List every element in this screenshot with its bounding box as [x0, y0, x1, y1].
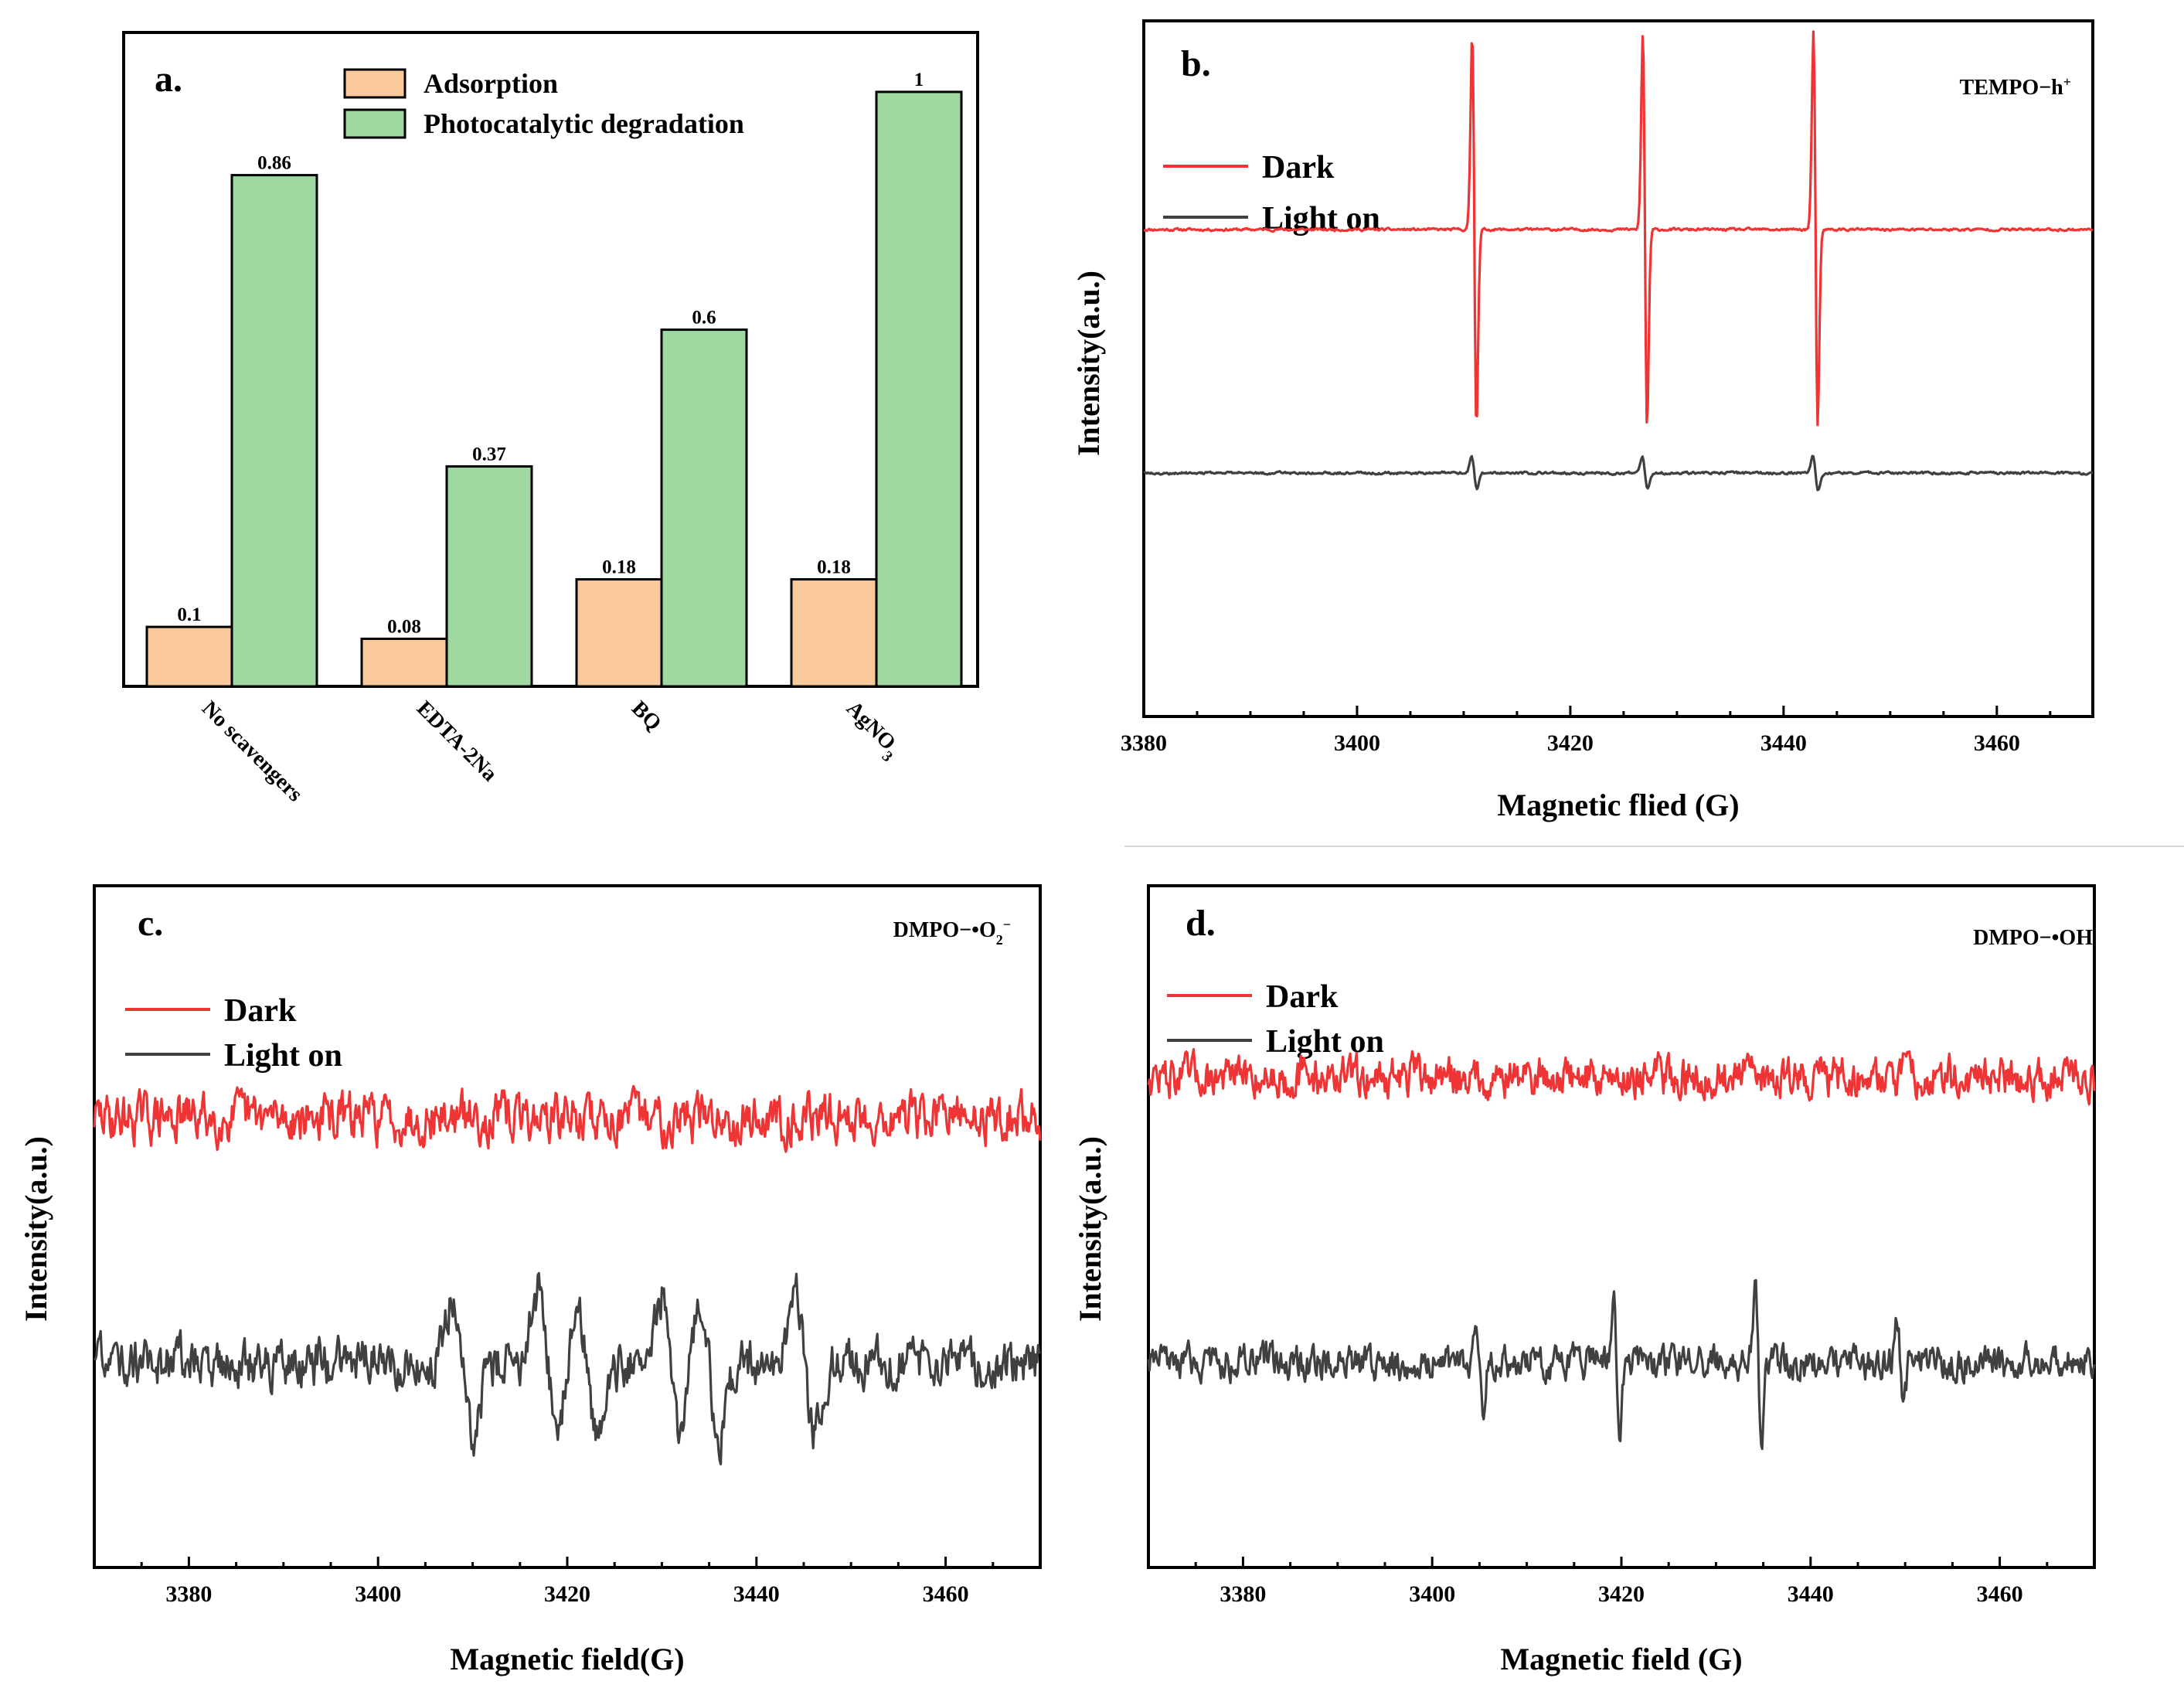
bar-photocatalytic-1: [445, 465, 533, 688]
x-tick-label: 3380: [165, 1581, 212, 1607]
bar-photocatalytic-2: [660, 328, 748, 688]
legend-swatch-0: [343, 68, 407, 99]
bar-adsorption-1: [360, 637, 448, 688]
panel-b-ylabel: Intensity(a.u.): [1071, 271, 1106, 456]
x-tick-label: 3400: [1334, 730, 1380, 756]
legend-label-0: Dark: [224, 993, 297, 1029]
legend-label-0: Adsorption: [424, 68, 558, 99]
x-tick-label: 3380: [1121, 730, 1167, 756]
x-tick-label: 3460: [1977, 1581, 2023, 1607]
x-tick-label: 3460: [923, 1581, 969, 1607]
legend-label-0: Dark: [1262, 150, 1335, 185]
panel-b-tag: TEMPO−h+: [1960, 74, 2071, 100]
panel-c-ylabel: Intensity(a.u.): [19, 1136, 53, 1322]
panel-b-epr-spectrum: b. TEMPO−h+ 3380 3400 3420 3440 3460DarkLigh…: [1071, 19, 2094, 822]
x-tick-label: 3400: [355, 1581, 401, 1607]
panel-b-label: b.: [1181, 43, 1211, 84]
x-tick-label: 3460: [1974, 730, 2020, 756]
panel-d-plot: 3380 3400 3420 3440 3460 Dark Light on: [1147, 979, 2096, 1607]
legend-label-1: Light on: [1266, 1024, 1384, 1060]
bar-adsorption-0: [145, 625, 233, 688]
panel-c-tag: DMPO−•O2−: [893, 917, 1011, 948]
bar-value-label: 0.6: [692, 308, 716, 328]
panel-c-plot: 3380 3400 3420 3440 3460 Dark Light on: [93, 993, 1042, 1607]
x-tick-label: 3420: [544, 1581, 590, 1607]
x-tick-label: 3400: [1409, 1581, 1455, 1607]
series-light-on-curve: [1147, 1278, 2096, 1451]
x-tick-label: 3380: [1220, 1581, 1266, 1607]
panel-b-xlabel: Magnetic flied (G): [1497, 788, 1739, 822]
panel-a-bars: 0.1 0.86 0.08 0.37 0.18 0.6 0.18 1: [145, 70, 963, 688]
x-tick-label: 3440: [1788, 1581, 1834, 1607]
series-dark-curve: [93, 1084, 1042, 1153]
panel-b-frame: [1142, 19, 2094, 718]
x-tick-label: 3440: [733, 1581, 780, 1607]
series-dark-curve: [1147, 1047, 2096, 1106]
panel-d-epr-spectrum: d. DMPO−•OH 3380 3400 3420 3440 3460 Dark Ligh…: [1073, 884, 2096, 1676]
panel-d-tag: DMPO−•OH: [1973, 926, 2093, 950]
bar-value-label: 0.37: [472, 444, 506, 465]
panel-a-label: a.: [155, 59, 182, 100]
category-label-0: No scavengers: [197, 696, 307, 806]
panel-c-label: c.: [138, 903, 163, 944]
panel-c-frame: [93, 884, 1042, 1569]
legend-label-0: Dark: [1266, 979, 1339, 1015]
x-tick-label: 3440: [1760, 730, 1807, 756]
panel-d-label: d.: [1186, 903, 1216, 944]
bar-value-label: 0.18: [817, 557, 851, 578]
category-label-2: BQ: [627, 696, 666, 736]
category-label-3: AgNO3: [837, 696, 906, 765]
bar-value-label: 1: [914, 70, 924, 90]
legend-label-1: Light on: [224, 1038, 342, 1074]
bar-adsorption-2: [575, 578, 663, 688]
x-tick-label: 3420: [1598, 1581, 1645, 1607]
legend-swatch-1: [343, 108, 407, 139]
x-tick-label: 3420: [1547, 730, 1594, 756]
panel-c-xlabel: Magnetic field(G): [450, 1642, 684, 1676]
bar-value-label: 0.18: [602, 557, 636, 578]
panel-d-xlabel: Magnetic field (G): [1500, 1642, 1742, 1676]
panel-c-epr-spectrum: c. DMPO−•O2− 3380 3400 3420 3440 3460 Dark Lig…: [19, 884, 1042, 1676]
panel-a-category-labels: No scavengers EDTA-2Na BQ AgNO3: [197, 696, 906, 806]
bar-adsorption-3: [790, 578, 878, 688]
series-light-on-curve: [93, 1271, 1042, 1465]
bar-photocatalytic-3: [875, 90, 963, 688]
bar-value-label: 0.1: [177, 604, 201, 625]
series-light-on-curve: [1143, 454, 2094, 492]
legend-label-1: Photocatalytic degradation: [424, 108, 744, 139]
series-dark-curve: [1143, 30, 2094, 427]
panel-a-legend: Adsorption Photocatalytic degradation: [343, 68, 744, 139]
category-label-1: EDTA-2Na: [412, 696, 502, 786]
bar-value-label: 0.86: [257, 153, 291, 174]
panel-d-ylabel: Intensity(a.u.): [1073, 1136, 1107, 1322]
panel-a-frame: [122, 31, 979, 688]
bar-value-label: 0.08: [387, 616, 421, 637]
bar-photocatalytic-0: [230, 174, 318, 688]
